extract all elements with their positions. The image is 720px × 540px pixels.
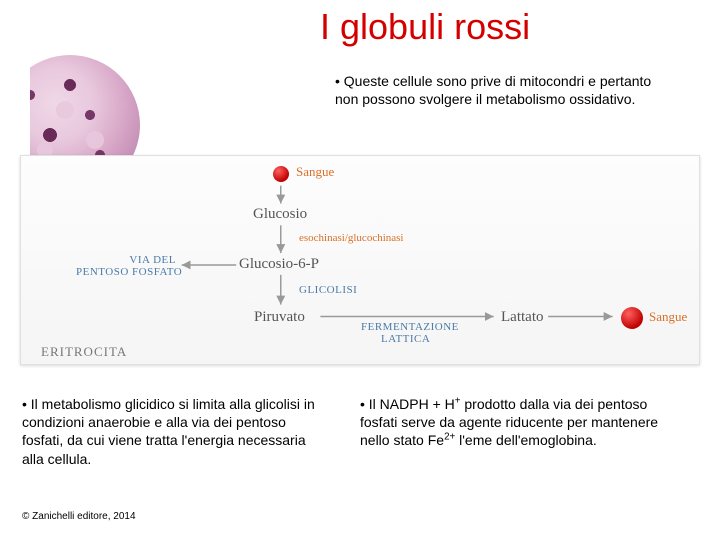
red-dot-sangue-top — [273, 166, 289, 182]
label-g6p: Glucosio-6-P — [239, 256, 319, 273]
label-lattato: Lattato — [501, 309, 543, 326]
label-via-pentoso2: PENTOSO FOSFATO — [76, 266, 182, 278]
sup-2plus: 2+ — [444, 432, 455, 443]
label-enzyme: esochinasi/glucochinasi — [299, 232, 403, 244]
bullet-3-post: l'eme dell'emoglobina. — [455, 432, 597, 448]
slide-title: I globuli rossi — [320, 6, 530, 48]
label-piruvato: Piruvato — [254, 309, 305, 326]
label-via-pentoso1: VIA DEL — [96, 254, 176, 266]
bullet-1: • Queste cellule sono prive di mitocondr… — [335, 72, 665, 108]
label-sangue-top: Sangue — [296, 164, 334, 180]
label-glucosio: Glucosio — [253, 206, 307, 223]
red-dot-sangue-right — [621, 307, 643, 329]
bullet-3-pre: Il NADPH + H — [369, 396, 455, 412]
bullet-1-text: Queste cellule sono prive di mitocondri … — [335, 73, 651, 107]
label-sangue-right: Sangue — [649, 309, 687, 325]
bullet-2-text: Il metabolismo glicidico si limita alla … — [22, 396, 315, 467]
label-ferm1: FERMENTAZIONE — [361, 321, 459, 333]
bullet-2: • Il metabolismo glicidico si limita all… — [22, 395, 322, 468]
label-glicolisi: GLICOLISI — [299, 284, 357, 296]
metabolism-diagram: Sangue Glucosio esochinasi/glucochinasi … — [20, 155, 700, 365]
bullet-3: • Il NADPH + H+ prodotto dalla via dei p… — [360, 395, 680, 450]
label-ferm2: LATTICA — [381, 333, 430, 345]
copyright-footer: © Zanichelli editore, 2014 — [22, 511, 136, 522]
label-eritrocita: ERITROCITA — [41, 344, 127, 360]
